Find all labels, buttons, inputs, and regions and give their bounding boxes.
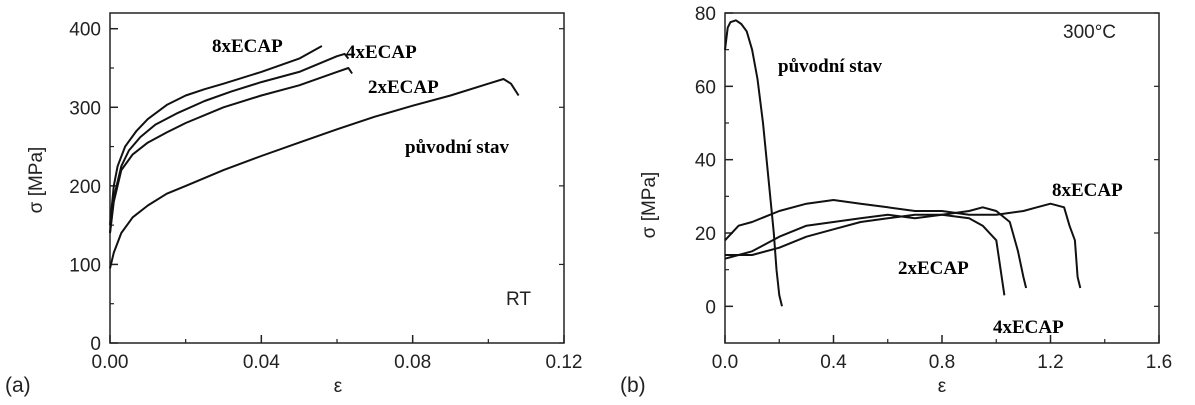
panel-b-series-line-4xecap <box>724 206 1028 289</box>
panel-b-series-label-4xecap: 4xECAP <box>993 317 1064 338</box>
panel-b-series-label-puvodni-stav: původní stav <box>778 56 883 77</box>
panel-a-ytick-label: 0 <box>90 334 101 355</box>
panel-a-ytick-label: 400 <box>69 20 101 41</box>
panel-a-xtick-label: 0.12 <box>546 352 583 373</box>
panel-b-chart: 0.0 0.4 0.8 1.2 1.6 0 20 40 60 80 σ [MPa] ε (b) 3… <box>620 4 1172 397</box>
panel-b-series-label-2xecap: 2xECAP <box>898 258 969 279</box>
panel-b-condition-label: 300°C <box>1063 22 1116 43</box>
panel-a-ytick-label: 100 <box>69 255 101 276</box>
panel-b-xtick-label: 1.6 <box>1146 352 1172 373</box>
panel-b-series-line-2xecap <box>725 213 1006 296</box>
panel-a-series-line-4xecap <box>109 52 350 234</box>
panel-a-label: (a) <box>5 374 31 397</box>
panel-a-xtick-label: 0.04 <box>243 352 280 373</box>
panel-b-ylabel: σ [MPa] <box>639 172 660 239</box>
panel-a-ytick-label: 200 <box>69 177 101 198</box>
panel-a-series-line-8xecap <box>109 45 323 226</box>
panel-b-xtick-label: 0.4 <box>820 352 847 373</box>
panel-b-series-label-8xecap: 8xECAP <box>1052 180 1123 201</box>
panel-a-plot-frame <box>109 12 565 344</box>
panel-b-ytick-label: 40 <box>695 151 716 172</box>
panel-b-label: (b) <box>620 374 646 397</box>
panel-b-xtick-label: 0.0 <box>712 352 738 373</box>
panel-b-ytick-label: 0 <box>705 297 716 318</box>
panel-b-xlabel: ε <box>938 376 947 397</box>
panel-a-xlabel: ε <box>334 376 343 397</box>
panel-a-condition-label: RT <box>506 289 531 310</box>
panel-a-ylabel: σ [MPa] <box>26 147 47 214</box>
panel-a-ytick-label: 300 <box>69 98 101 119</box>
panel-b-ytick-label: 20 <box>695 224 716 245</box>
panel-a-xtick-label: 0.08 <box>394 352 431 373</box>
panel-b-ytick-label: 60 <box>695 77 716 98</box>
panel-a-xtick-label: 0.00 <box>92 352 129 373</box>
panel-a-series-label-4xecap: 4xECAP <box>346 42 417 63</box>
panel-a-series-line-puvodni-stav <box>109 78 520 269</box>
panel-b-series-line-puvodni-stav <box>724 19 783 307</box>
panel-b-xtick-label: 1.2 <box>1037 352 1063 373</box>
panel-a-series-label-8xecap: 8xECAP <box>212 36 283 57</box>
panel-a-series-label-2xecap: 2xECAP <box>368 77 439 98</box>
panel-b-ytick-label: 80 <box>695 4 716 25</box>
panel-b-xtick-label: 0.8 <box>929 352 955 373</box>
panel-a-series-label-puvodni-stav: původní stav <box>405 137 510 158</box>
panel-a-series-line-2xecap <box>109 67 353 234</box>
